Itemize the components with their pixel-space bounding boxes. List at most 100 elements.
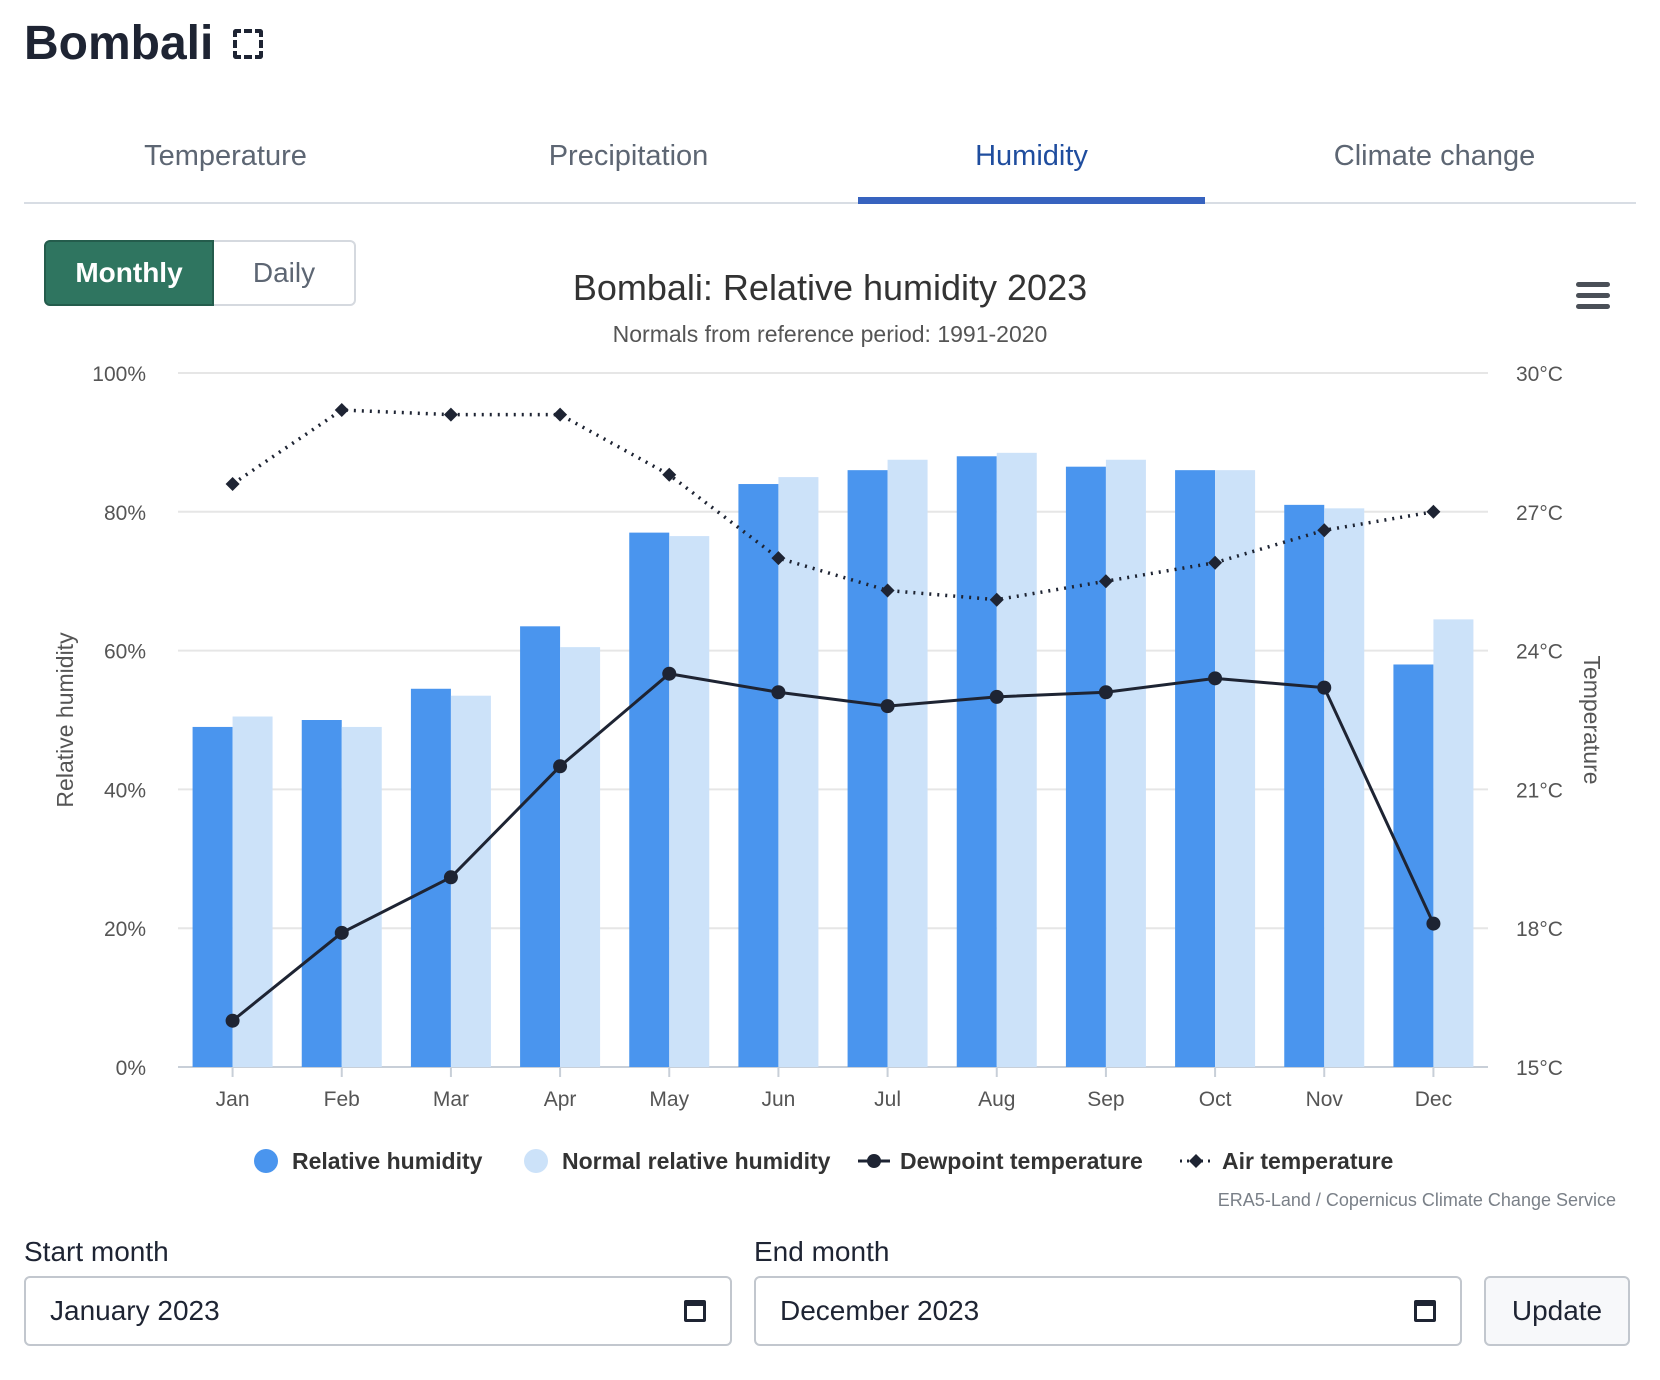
x-tick-label: Dec xyxy=(1415,1088,1452,1111)
dewpoint-point[interactable] xyxy=(1317,680,1332,695)
air-temperature-point[interactable] xyxy=(225,477,240,492)
period-toggle: Monthly Daily xyxy=(44,240,356,306)
humidity-bar[interactable] xyxy=(520,626,561,1067)
air-temperature-point[interactable] xyxy=(1208,555,1223,570)
normal-humidity-bar[interactable] xyxy=(232,716,273,1067)
x-tick-label: Feb xyxy=(324,1088,360,1111)
chart-credit: ERA5-Land / Copernicus Climate Change Se… xyxy=(1217,1190,1616,1210)
normal-humidity-bar[interactable] xyxy=(887,459,928,1067)
update-button[interactable]: Update xyxy=(1484,1276,1630,1346)
normal-humidity-bar[interactable] xyxy=(341,726,382,1067)
daily-button[interactable]: Daily xyxy=(214,240,356,306)
humidity-bar[interactable] xyxy=(738,484,779,1067)
air-temperature-point[interactable] xyxy=(771,551,786,566)
dewpoint-point[interactable] xyxy=(553,759,568,774)
dewpoint-point[interactable] xyxy=(334,925,349,940)
air-temperature-point[interactable] xyxy=(1098,574,1113,589)
x-tick-label: Oct xyxy=(1199,1088,1232,1111)
normal-humidity-bar[interactable] xyxy=(1324,508,1365,1068)
x-tick-label: Sep xyxy=(1087,1088,1124,1111)
humidity-bar[interactable] xyxy=(1284,504,1325,1067)
start-month-input[interactable]: January 2023 xyxy=(24,1276,732,1346)
humidity-bar[interactable] xyxy=(301,720,342,1067)
tab-temperature[interactable]: Temperature xyxy=(144,140,307,172)
dewpoint-point[interactable] xyxy=(1098,685,1113,700)
start-month-label: Start month xyxy=(24,1236,169,1267)
chart-menu-icon[interactable] xyxy=(1576,282,1610,310)
legend-item[interactable]: Relative humidity xyxy=(254,1148,483,1174)
normal-humidity-bar[interactable] xyxy=(560,647,601,1067)
air-temperature-point[interactable] xyxy=(443,407,458,422)
y-left-tick-label: 60% xyxy=(104,641,146,664)
x-tick-label: Jun xyxy=(761,1088,795,1111)
chart-title: Bombali: Relative humidity 2023 xyxy=(573,267,1087,308)
legend-label: Normal relative humidity xyxy=(562,1148,831,1174)
legend-marker xyxy=(1189,1154,1203,1168)
tab-humidity[interactable]: Humidity xyxy=(830,120,1233,204)
humidity-bar[interactable] xyxy=(1175,470,1216,1067)
humidity-bar[interactable] xyxy=(1393,664,1434,1067)
tab-precipitation[interactable]: Precipitation xyxy=(548,140,709,172)
y-left-tick-label: 0% xyxy=(116,1057,146,1080)
air-temperature-point[interactable] xyxy=(1426,504,1441,519)
air-temperature-point[interactable] xyxy=(334,403,349,418)
air-temperature-point[interactable] xyxy=(662,467,677,482)
normal-humidity-bar[interactable] xyxy=(1105,459,1146,1067)
y-left-tick-label: 80% xyxy=(104,502,146,525)
dewpoint-point[interactable] xyxy=(989,689,1004,704)
humidity-bar[interactable] xyxy=(192,726,233,1067)
normal-humidity-bar[interactable] xyxy=(450,695,491,1067)
y-right-tick-label: 30°C xyxy=(1516,363,1563,386)
y-left-tick-label: 20% xyxy=(104,918,146,941)
air-temperature-point[interactable] xyxy=(553,407,568,422)
dewpoint-point[interactable] xyxy=(225,1013,240,1028)
humidity-bar[interactable] xyxy=(1065,466,1106,1067)
calendar-icon[interactable] xyxy=(1414,1300,1436,1322)
normal-humidity-bar[interactable] xyxy=(1433,619,1474,1067)
legend-swatch xyxy=(254,1149,278,1173)
end-month-label: End month xyxy=(754,1236,890,1267)
y-right-axis-label: Temperature xyxy=(1579,655,1605,784)
dewpoint-point[interactable] xyxy=(1208,671,1223,686)
humidity-bar[interactable] xyxy=(629,532,670,1067)
normal-humidity-bar[interactable] xyxy=(1215,470,1256,1067)
page-title-text: Bombali xyxy=(24,17,214,70)
x-tick-label: Aug xyxy=(978,1088,1015,1111)
air-temperature-point[interactable] xyxy=(880,583,895,598)
calendar-icon[interactable] xyxy=(684,1300,706,1322)
x-tick-label: May xyxy=(649,1088,689,1111)
humidity-bar[interactable] xyxy=(956,456,997,1067)
y-left-tick-label: 100% xyxy=(92,363,146,386)
y-right-tick-label: 27°C xyxy=(1516,502,1563,525)
tab-climate-change[interactable]: Climate change xyxy=(1333,140,1536,172)
legend-label: Dewpoint temperature xyxy=(900,1148,1143,1174)
dewpoint-point[interactable] xyxy=(771,685,786,700)
legend-item[interactable]: Normal relative humidity xyxy=(524,1148,831,1174)
normal-humidity-bar[interactable] xyxy=(669,536,710,1067)
x-tick-label: Apr xyxy=(544,1088,577,1111)
air-temperature-point[interactable] xyxy=(989,592,1004,607)
legend-item[interactable]: Air temperature xyxy=(1180,1148,1393,1174)
y-left-axis-label: Relative humidity xyxy=(52,632,78,808)
dewpoint-temperature-line xyxy=(231,672,1435,1022)
legend-label: Relative humidity xyxy=(292,1148,483,1174)
dewpoint-point[interactable] xyxy=(1426,916,1441,931)
x-tick-label: Mar xyxy=(433,1088,469,1111)
dewpoint-point[interactable] xyxy=(662,666,677,681)
normal-humidity-bar[interactable] xyxy=(996,452,1037,1067)
chart-subtitle: Normals from reference period: 1991-2020 xyxy=(613,321,1048,347)
legend-item[interactable]: Dewpoint temperature xyxy=(858,1148,1143,1174)
y-right-tick-label: 21°C xyxy=(1516,779,1563,802)
normal-humidity-bar[interactable] xyxy=(778,477,819,1068)
region-select-icon[interactable] xyxy=(233,28,264,59)
x-tick-label: Nov xyxy=(1306,1088,1344,1111)
legend-swatch xyxy=(524,1149,548,1173)
dewpoint-point[interactable] xyxy=(443,870,458,885)
start-month-value: January 2023 xyxy=(50,1295,220,1326)
humidity-bar[interactable] xyxy=(847,470,888,1067)
monthly-button[interactable]: Monthly xyxy=(44,240,214,306)
air-temperature-point[interactable] xyxy=(1317,523,1332,538)
end-month-input[interactable]: December 2023 xyxy=(754,1276,1462,1346)
legend-marker xyxy=(867,1154,881,1168)
dewpoint-point[interactable] xyxy=(880,699,895,714)
